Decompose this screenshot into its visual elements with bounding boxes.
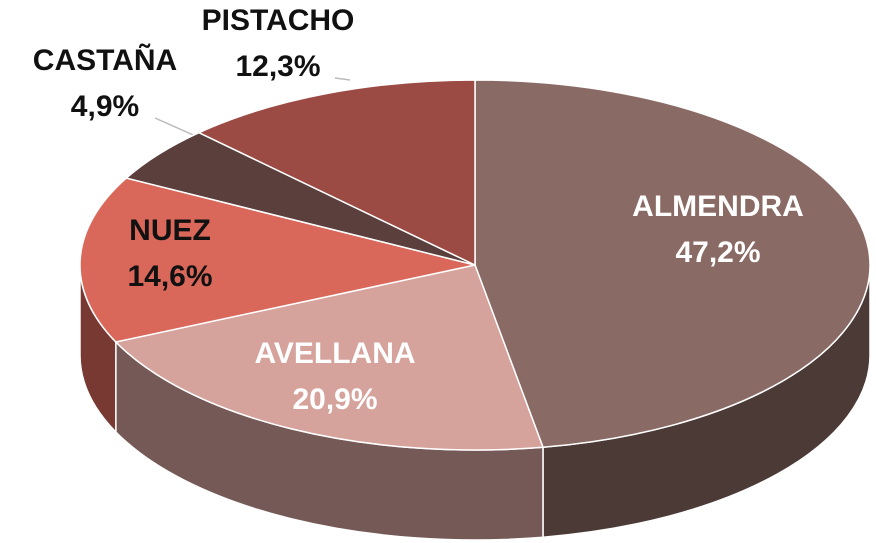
slice	[79, 177, 476, 343]
slice	[114, 264, 545, 451]
value-label: 4,9%	[71, 90, 139, 123]
slice-label: CASTAÑA	[33, 43, 177, 77]
value-label: 47,2%	[675, 236, 760, 269]
slice-label: NUEZ	[129, 214, 211, 247]
leader-line	[334, 77, 351, 81]
value-label: 12,3%	[235, 50, 320, 83]
slice-label: ALMENDRA	[632, 190, 804, 223]
slice	[474, 79, 871, 449]
slice	[197, 79, 476, 267]
leader-line	[154, 117, 201, 139]
value-label: 14,6%	[127, 260, 212, 293]
slice-label: PISTACHO	[202, 4, 355, 37]
slice-label: AVELLANA	[254, 337, 415, 370]
value-label: 20,9%	[292, 383, 377, 416]
